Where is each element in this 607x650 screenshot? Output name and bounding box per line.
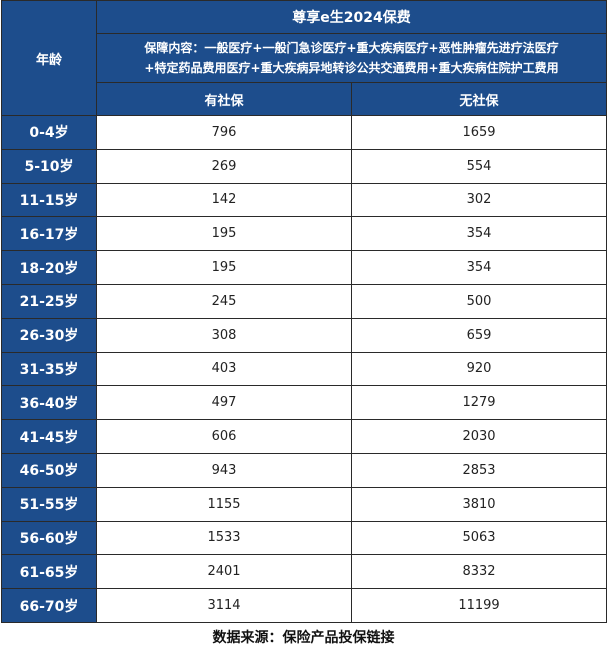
premium-cell: 302 [351,182,607,218]
premium-cell: 245 [96,283,352,319]
premium-cell: 403 [96,351,352,387]
table-row: 41-45岁 606 2030 [1,419,607,454]
column-header: 有社保 [96,82,352,116]
premium-cell: 308 [96,317,352,353]
premium-cell: 5063 [351,520,607,556]
table-row: 66-70岁 3114 11199 [1,588,607,623]
table-row: 16-17岁 195 354 [1,216,607,252]
age-cell: 36-40岁 [1,385,97,421]
premium-cell: 2853 [351,452,607,488]
table-row: 0-4岁 796 1659 [1,115,607,150]
column-header: 无社保 [351,82,607,116]
table-row: 51-55岁 1155 3810 [1,486,607,522]
table-row: 5-10岁 269 554 [1,148,607,184]
table-row: 21-25岁 245 500 [1,283,607,319]
premium-cell: 500 [351,283,607,319]
premium-cell: 1279 [351,385,607,421]
premium-table: 年龄 尊享e生2024保费 保障内容：一般医疗+一般门急诊医疗+重大疾病医疗+恶… [1,0,607,623]
age-cell: 0-4岁 [1,115,97,150]
table-row: 36-40岁 497 1279 [1,385,607,421]
age-cell: 18-20岁 [1,250,97,285]
age-cell: 21-25岁 [1,283,97,319]
premium-cell: 1155 [96,486,352,522]
age-cell: 61-65岁 [1,554,97,590]
table-row: 26-30岁 308 659 [1,317,607,353]
age-header: 年龄 [1,0,97,116]
table-row: 46-50岁 943 2853 [1,452,607,488]
premium-cell: 269 [96,148,352,184]
coverage: 保障内容：一般医疗+一般门急诊医疗+重大疾病医疗+恶性肿瘤先进疗法医疗 +特定药… [96,33,607,83]
premium-cell: 920 [351,351,607,387]
table-row: 18-20岁 195 354 [1,250,607,285]
premium-cell: 195 [96,216,352,252]
footer: 数据来源：保险产品投保链接 [212,629,395,646]
table-title: 尊享e生2024保费 [96,0,607,34]
premium-cell: 8332 [351,554,607,590]
premium-cell: 659 [351,317,607,353]
premium-cell: 11199 [351,588,607,623]
premium-cell: 943 [96,452,352,488]
premium-cell: 1533 [96,520,352,556]
coverage-line: +特定药品费用医疗+重大疾病异地转诊公共交通费用+重大疾病住院护工费用 [144,61,559,75]
table-row: 11-15岁 142 302 [1,182,607,218]
age-cell: 16-17岁 [1,216,97,252]
premium-cell: 497 [96,385,352,421]
premium-cell: 354 [351,250,607,285]
age-cell: 51-55岁 [1,486,97,522]
age-cell: 11-15岁 [1,182,97,218]
age-cell: 26-30岁 [1,317,97,353]
premium-cell: 2401 [96,554,352,590]
age-cell: 66-70岁 [1,588,97,623]
premium-cell: 1659 [351,115,607,150]
table-row: 56-60岁 1533 5063 [1,520,607,556]
age-cell: 5-10岁 [1,148,97,184]
premium-cell: 354 [351,216,607,252]
premium-cell: 796 [96,115,352,150]
table-row: 31-35岁 403 920 [1,351,607,387]
premium-cell: 3114 [96,588,352,623]
table-row: 61-65岁 2401 8332 [1,554,607,590]
premium-cell: 606 [96,419,352,454]
age-cell: 56-60岁 [1,520,97,556]
premium-cell: 554 [351,148,607,184]
premium-cell: 2030 [351,419,607,454]
age-cell: 41-45岁 [1,419,97,454]
premium-cell: 142 [96,182,352,218]
premium-cell: 195 [96,250,352,285]
age-cell: 31-35岁 [1,351,97,387]
age-cell: 46-50岁 [1,452,97,488]
coverage-line: 保障内容：一般医疗+一般门急诊医疗+重大疾病医疗+恶性肿瘤先进疗法医疗 [144,41,559,55]
premium-cell: 3810 [351,486,607,522]
